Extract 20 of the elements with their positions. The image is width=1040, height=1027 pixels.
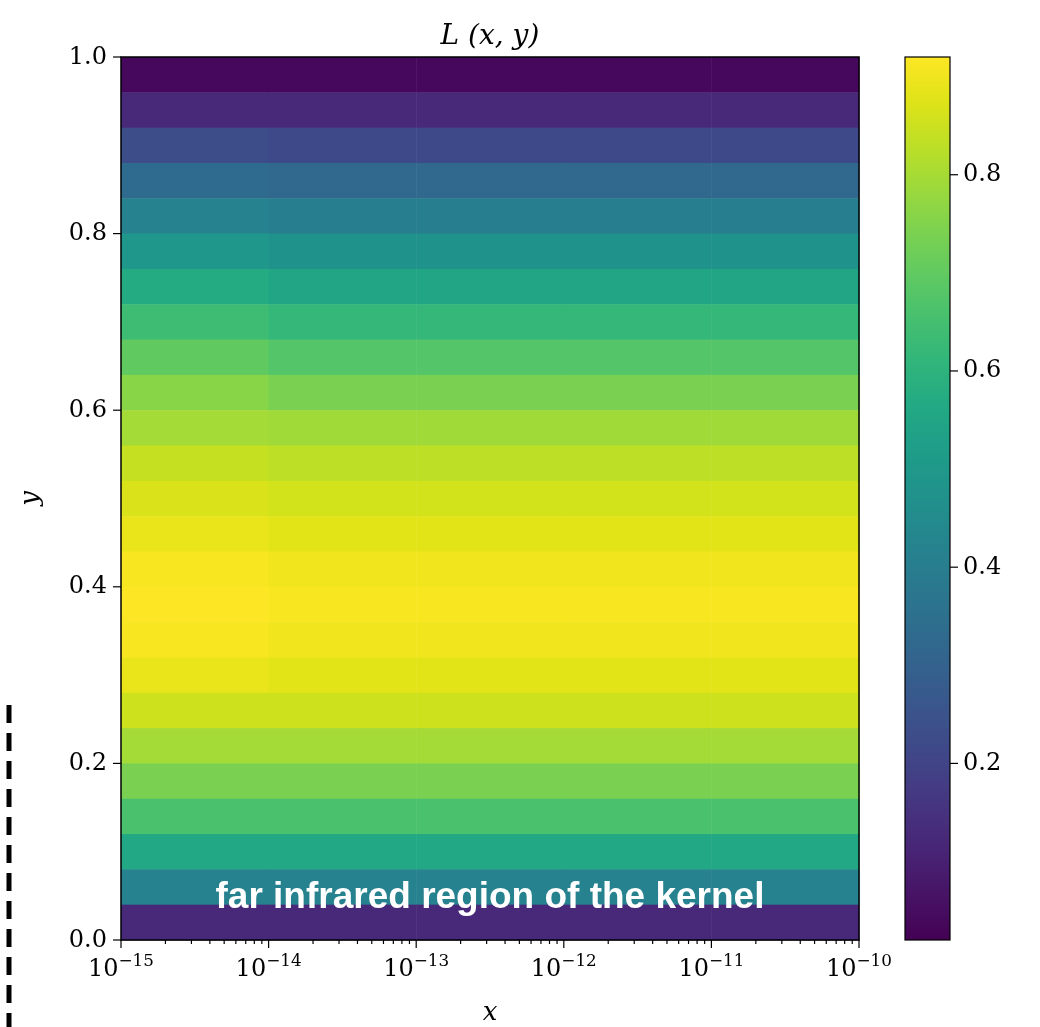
y-tick-label: 0.4 <box>68 571 107 600</box>
y-tick-label: 0.0 <box>68 924 107 953</box>
x-tick-label: 10$^{−14}$ <box>235 950 302 982</box>
color-bar-label: 0.2 <box>963 747 1002 776</box>
y-tick-label: 1.0 <box>68 41 107 70</box>
color-bar-label: 0.6 <box>963 355 1002 384</box>
x-tick-label: 10$^{−15}$ <box>88 950 154 982</box>
annotation: far infrared region of the kernel <box>215 875 765 916</box>
color-bar-label: 0.4 <box>963 551 1002 580</box>
y-tick-label: 0.6 <box>68 394 107 423</box>
x-axis-title: x <box>482 996 498 1026</box>
y-tick-label: 0.8 <box>68 218 107 247</box>
x-tick-label: 10$^{−11}$ <box>678 950 745 982</box>
x-tick-label: 10$^{−10}$ <box>826 950 892 982</box>
x-tick-label: 10$^{−12}$ <box>530 950 597 982</box>
color-bar-label: 0.8 <box>963 159 1002 188</box>
chart-title: L (x, y) <box>439 18 540 51</box>
y-axis-title: y <box>14 490 44 507</box>
y-tick-label: 0.2 <box>68 747 107 776</box>
x-tick-label: 10$^{−13}$ <box>383 950 450 982</box>
